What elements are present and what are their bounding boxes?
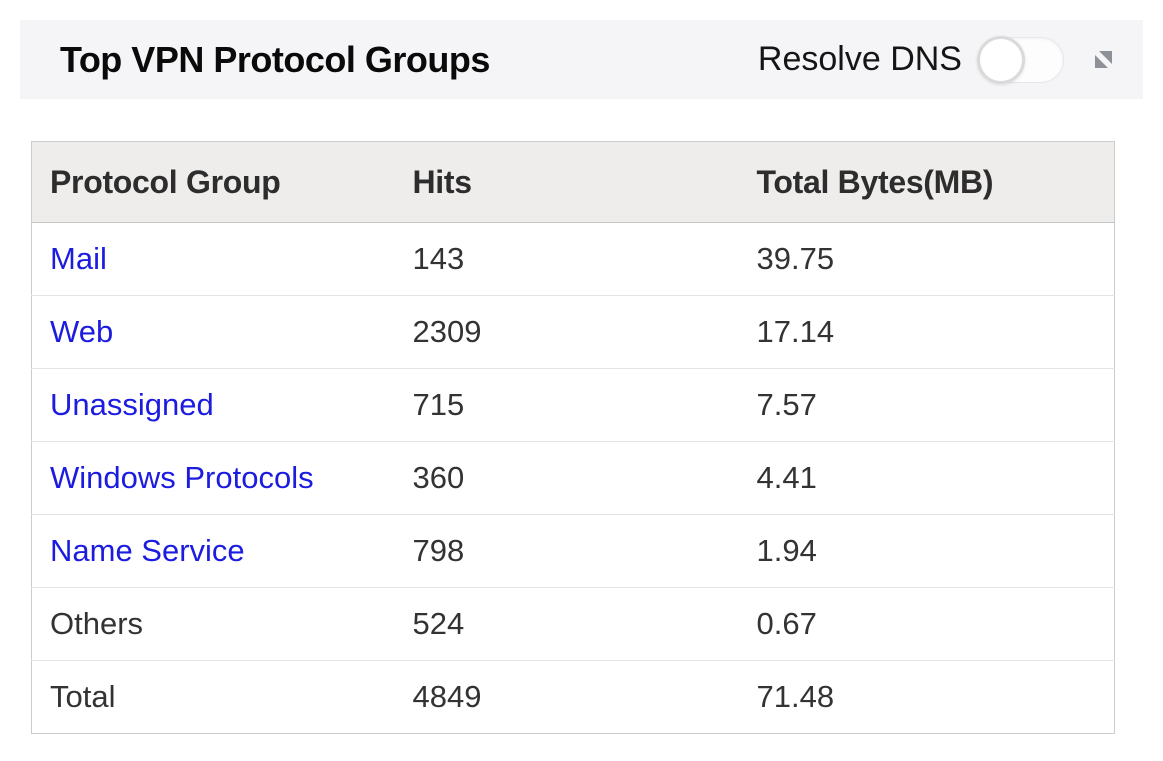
- resolve-dns-toggle[interactable]: [977, 35, 1064, 84]
- table-header-row: Protocol Group Hits Total Bytes(MB): [31, 141, 1115, 223]
- widget-header: Top VPN Protocol Groups Resolve DNS: [20, 20, 1143, 99]
- protocol-label-others: Others: [31, 587, 395, 661]
- protocol-link-name-service[interactable]: Name Service: [50, 533, 245, 568]
- toggle-knob[interactable]: [977, 35, 1025, 84]
- bytes-value: 17.14: [738, 295, 1115, 369]
- table-total-row: Total 4849 71.48: [31, 660, 1115, 734]
- table-row: Unassigned 715 7.57: [31, 368, 1115, 442]
- total-label: Total: [31, 660, 395, 734]
- column-header-protocol-group: Protocol Group: [31, 141, 395, 223]
- total-bytes-value: 71.48: [738, 660, 1115, 734]
- table-row: Web 2309 17.14: [31, 295, 1115, 369]
- protocol-groups-table: Protocol Group Hits Total Bytes(MB) Mail…: [31, 141, 1115, 734]
- protocol-link-unassigned[interactable]: Unassigned: [50, 387, 214, 422]
- table-row: Name Service 798 1.94: [31, 514, 1115, 588]
- hits-value: 360: [394, 441, 739, 515]
- hits-value: 143: [394, 222, 739, 296]
- table-row: Mail 143 39.75: [31, 222, 1115, 296]
- column-header-hits: Hits: [394, 141, 739, 223]
- protocol-link-mail[interactable]: Mail: [50, 241, 107, 276]
- hits-value: 2309: [394, 295, 739, 369]
- hits-value: 715: [394, 368, 739, 442]
- diagonal-resize-icon[interactable]: [1094, 50, 1113, 69]
- protocol-link-web[interactable]: Web: [50, 314, 114, 349]
- bytes-value: 0.67: [738, 587, 1115, 661]
- widget-title: Top VPN Protocol Groups: [60, 38, 490, 80]
- bytes-value: 7.57: [738, 368, 1115, 442]
- bytes-value: 39.75: [738, 222, 1115, 296]
- header-controls: Resolve DNS: [757, 35, 1113, 84]
- column-header-total-bytes: Total Bytes(MB): [738, 141, 1115, 223]
- bytes-value: 1.94: [738, 514, 1115, 588]
- protocol-link-windows-protocols[interactable]: Windows Protocols: [50, 460, 314, 495]
- bytes-value: 4.41: [738, 441, 1115, 515]
- resolve-dns-label: Resolve DNS: [757, 40, 962, 78]
- table-row: Windows Protocols 360 4.41: [31, 441, 1115, 515]
- total-hits-value: 4849: [394, 660, 739, 734]
- hits-value: 524: [394, 587, 739, 661]
- hits-value: 798: [394, 514, 739, 588]
- table-row: Others 524 0.67: [31, 587, 1115, 661]
